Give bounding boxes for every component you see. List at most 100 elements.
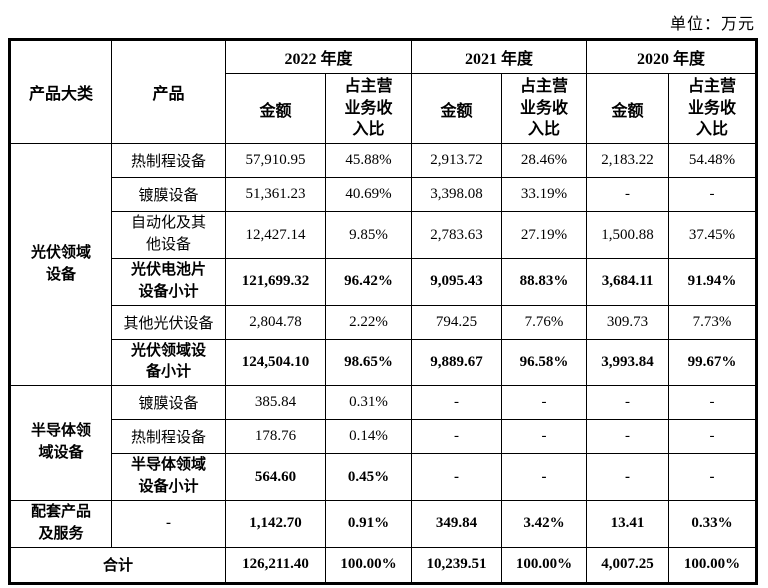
- cell-ratio-2021: -: [501, 385, 588, 420]
- product-label: 自动化及其他设备: [130, 215, 206, 253]
- header-year-2021: 2021 年度: [411, 39, 588, 74]
- cell-ratio-2022: 40.69%: [324, 177, 413, 212]
- header-ratio-text: 占主营业务收入比: [688, 78, 737, 139]
- header-year-2020: 2020 年度: [586, 39, 758, 74]
- cell-amount-2022: 57,910.95: [225, 143, 326, 178]
- product-label: 光伏电池片设备小计: [130, 262, 206, 300]
- cell-amount-2020: -: [586, 385, 670, 420]
- cell-ratio-2021: -: [501, 453, 588, 501]
- cell-amount-2021: 2,783.63: [411, 211, 503, 259]
- cell-amount-2021: 10,239.51: [411, 546, 503, 584]
- header-amount-2022: 金额: [225, 73, 326, 144]
- cell-amount-2020: 3,993.84: [586, 338, 670, 386]
- cell-amount-2020: -: [586, 419, 670, 454]
- cell-ratio-2020: 91.94%: [668, 258, 758, 306]
- category-cell-support: 配套产品及服务: [9, 500, 112, 548]
- header-ratio-2021: 占主营业务收入比: [501, 73, 588, 144]
- cell-amount-2022: 564.60: [225, 453, 326, 501]
- table-row-subtotal: 半导体领域设备小计 564.60 0.45% - - - -: [10, 453, 758, 501]
- cell-product: 热制程设备: [111, 143, 226, 178]
- product-label: 光伏领域设备小计: [130, 342, 206, 381]
- cell-ratio-2022: 2.22%: [324, 304, 413, 340]
- header-row-years: 产品大类 产品 2022 年度 2021 年度 2020 年度: [9, 39, 758, 144]
- table-row: 半导体领域设备 镀膜设备 385.84 0.31% - - - -: [9, 385, 758, 501]
- cell-ratio-2022: 9.85%: [324, 211, 413, 259]
- cell-amount-2022: 121,699.32: [225, 258, 326, 306]
- cell-ratio-2021: 27.19%: [501, 211, 588, 259]
- cell-product: 镀膜设备: [111, 177, 226, 212]
- cell-ratio-2020: -: [668, 419, 758, 454]
- cell-amount-2022: 12,427.14: [225, 211, 326, 259]
- cell-ratio-2021: -: [501, 419, 588, 454]
- cell-amount-2021: 2,913.72: [411, 143, 503, 178]
- cell-ratio-2022: 98.65%: [324, 338, 413, 386]
- cell-ratio-2021: 88.83%: [501, 258, 588, 306]
- cell-ratio-2022: 100.00%: [324, 546, 413, 584]
- header-ratio-text: 占主营业务收入比: [520, 78, 569, 139]
- table-row: 自动化及其他设备 12,427.14 9.85% 2,783.63 27.19%…: [10, 211, 758, 259]
- cell-amount-2022: 1,142.70: [225, 500, 326, 548]
- cell-ratio-2021: 33.19%: [501, 177, 588, 212]
- cell-amount-2020: 2,183.22: [586, 143, 670, 178]
- cell-product: 热制程设备: [111, 419, 226, 454]
- cell-amount-2020: 309.73: [586, 304, 670, 340]
- cell-amount-2021: -: [411, 453, 503, 501]
- table-row: 镀膜设备 51,361.23 40.69% 3,398.08 33.19% - …: [10, 177, 758, 212]
- cell-ratio-2020: 54.48%: [668, 143, 758, 178]
- table-row-subtotal: 光伏领域设备小计 124,504.10 98.65% 9,889.67 96.5…: [10, 338, 758, 386]
- cell-amount-2020: 1,500.88: [586, 211, 670, 259]
- cell-ratio-2020: -: [668, 453, 758, 501]
- unit-label: 单位：万元: [669, 16, 755, 33]
- table-row-subtotal: 光伏电池片设备小计 121,699.32 96.42% 9,095.43 88.…: [10, 258, 758, 306]
- header-ratio-2022: 占主营业务收入比: [324, 73, 413, 144]
- header-ratio-text: 占主营业务收入比: [344, 78, 393, 139]
- table-row-total: 合计 126,211.40 100.00% 10,239.51 100.00% …: [9, 546, 758, 584]
- cell-ratio-2022: 0.14%: [324, 419, 413, 454]
- category-label: 半导体领域设备: [30, 423, 91, 461]
- cell-amount-2022: 2,804.78: [225, 304, 326, 340]
- cell-product: 自动化及其他设备: [111, 211, 226, 259]
- header-product: 产品: [111, 39, 226, 144]
- category-label: 光伏领域设备: [30, 244, 91, 283]
- cell-amount-2021: 349.84: [411, 500, 503, 548]
- cell-ratio-2020: -: [668, 385, 758, 420]
- cell-product: 半导体领域设备小计: [111, 453, 226, 501]
- cell-amount-2021: 9,095.43: [411, 258, 503, 306]
- header-amount-2021: 金额: [411, 73, 503, 144]
- cell-ratio-2022: 45.88%: [324, 143, 413, 178]
- cell-ratio-2022: 96.42%: [324, 258, 413, 306]
- header-year-2022: 2022 年度: [224, 39, 413, 74]
- category-label: 配套产品及服务: [30, 504, 91, 542]
- cell-ratio-2020: 99.67%: [668, 338, 758, 386]
- header-amount-2020: 金额: [586, 73, 670, 144]
- cell-amount-2021: -: [411, 419, 503, 454]
- cell-amount-2020: 3,684.11: [586, 258, 670, 306]
- cell-product: 镀膜设备: [111, 385, 226, 420]
- table-row: 光伏领域设备 热制程设备 57,910.95 45.88% 2,913.72 2…: [9, 143, 758, 386]
- cell-ratio-2020: 0.33%: [668, 500, 758, 548]
- cell-amount-2022: 126,211.40: [225, 546, 326, 584]
- table-row-support: 配套产品及服务 - 1,142.70 0.91% 349.84 3.42% 13…: [9, 500, 758, 548]
- cell-product: 光伏领域设备小计: [111, 338, 226, 386]
- cell-ratio-2020: 7.73%: [668, 304, 758, 340]
- product-label: 半导体领域设备小计: [130, 457, 206, 495]
- cell-ratio-2021: 7.76%: [501, 304, 588, 340]
- cell-amount-2022: 385.84: [225, 385, 326, 420]
- cell-amount-2022: 51,361.23: [225, 177, 326, 212]
- table-row: 其他光伏设备 2,804.78 2.22% 794.25 7.76% 309.7…: [10, 304, 758, 340]
- cell-ratio-2022: 0.45%: [324, 453, 413, 501]
- cell-amount-2021: -: [411, 385, 503, 420]
- cell-ratio-2021: 3.42%: [501, 500, 588, 548]
- cell-product: -: [111, 500, 226, 548]
- cell-product: 光伏电池片设备小计: [111, 258, 226, 306]
- total-label: 合计: [9, 546, 226, 584]
- cell-product: 其他光伏设备: [111, 304, 226, 340]
- cell-ratio-2020: 37.45%: [668, 211, 758, 259]
- cell-amount-2021: 9,889.67: [411, 338, 503, 386]
- header-category: 产品大类: [9, 39, 112, 144]
- cell-amount-2022: 124,504.10: [225, 338, 326, 386]
- cell-amount-2020: 4,007.25: [586, 546, 670, 584]
- cell-ratio-2022: 0.91%: [324, 500, 413, 548]
- category-cell-pv: 光伏领域设备: [9, 143, 112, 386]
